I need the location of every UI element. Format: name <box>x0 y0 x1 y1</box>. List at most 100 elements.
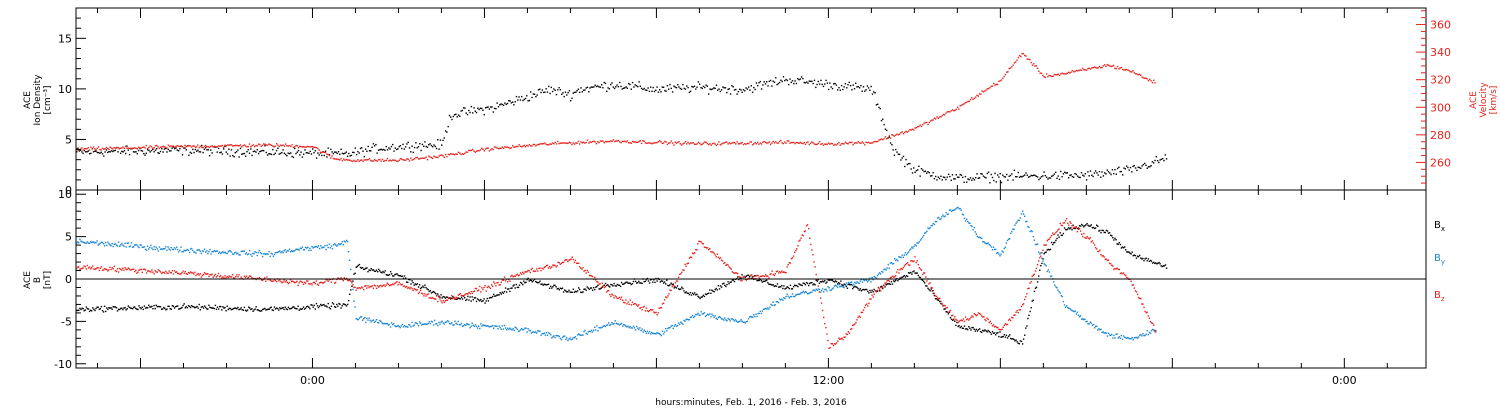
velocity-series-point <box>196 146 198 148</box>
velocity-series-point <box>852 144 854 146</box>
bz-series-point <box>904 264 907 266</box>
bx-series-point <box>498 294 500 296</box>
by-series-point <box>409 324 411 326</box>
velocity-series-point <box>327 153 329 156</box>
bx-series-point <box>386 274 388 276</box>
velocity-series-point <box>235 144 238 147</box>
bz-series-point <box>113 265 115 267</box>
ion-density-series-point <box>410 151 412 153</box>
ion-density-series-point <box>334 151 336 153</box>
velocity-series-point <box>533 143 536 146</box>
by-series-point <box>866 279 868 282</box>
bx-series-point <box>250 308 252 311</box>
ion-density-series-point <box>453 114 456 116</box>
by-series-point <box>524 327 526 329</box>
ion-density-series-point <box>497 106 500 108</box>
by-series-point <box>311 245 313 248</box>
by-series-point <box>1083 318 1085 321</box>
field-tick-label: -5 <box>61 315 72 328</box>
by-series-point <box>260 253 263 255</box>
by-series-point <box>757 312 759 315</box>
bx-series-point <box>478 299 480 301</box>
bx-series-point <box>647 280 650 282</box>
bz-series-point <box>647 310 650 313</box>
ion-density-series-point <box>536 94 538 96</box>
bx-series-point <box>1003 334 1005 336</box>
by-series-point <box>317 245 320 247</box>
ion-density-series-point <box>719 90 721 93</box>
by-series-point <box>1130 338 1132 340</box>
by-series-point <box>80 240 82 242</box>
by-series-point <box>401 323 404 326</box>
by-series-point <box>269 255 271 258</box>
by-series-point <box>465 324 467 326</box>
ion-density-series-point <box>788 83 790 86</box>
ion-density-series-point <box>1000 181 1003 184</box>
velocity-series-point <box>536 144 538 146</box>
velocity-series-point <box>674 141 676 143</box>
velocity-series-point <box>363 159 365 161</box>
velocity-series-point <box>484 148 487 150</box>
by-series-point <box>263 253 265 255</box>
ion-density-series-point <box>728 88 730 90</box>
by-series-point <box>356 318 358 320</box>
top-panel-points <box>76 53 1168 184</box>
bx-series-point <box>500 293 502 295</box>
velocity-series-point <box>1097 67 1099 69</box>
bz-series-point <box>940 300 942 303</box>
bz-series-point <box>200 276 203 278</box>
velocity-series-point <box>773 142 776 144</box>
by-series-point <box>542 333 544 335</box>
by-series-point <box>514 326 516 328</box>
ion-density-series-point <box>221 153 224 155</box>
bz-series-point <box>105 268 107 270</box>
velocity-series-point <box>682 143 684 145</box>
velocity-series-point <box>946 111 948 113</box>
bx-series-point <box>1002 335 1004 338</box>
bx-series-point <box>1064 228 1067 231</box>
bx-series-point <box>1036 281 1039 283</box>
bz-series-point <box>409 288 411 290</box>
by-series-point <box>121 242 123 245</box>
ion-density-series-point <box>588 91 590 93</box>
velocity-series-point <box>1085 69 1088 71</box>
bz-series-point <box>738 276 740 278</box>
by-series-point <box>1026 220 1028 222</box>
bx-series-point <box>894 280 896 283</box>
bx-series-point <box>163 306 165 309</box>
velocity-series-point <box>940 116 942 118</box>
velocity-series-point <box>714 143 716 145</box>
bx-series-point <box>535 280 537 283</box>
bz-series-point <box>321 281 323 284</box>
bz-series-point <box>266 276 268 278</box>
velocity-series-point <box>488 150 491 152</box>
bx-series-point <box>947 313 950 315</box>
bz-series-point <box>443 301 445 304</box>
by-series-point <box>946 213 948 216</box>
velocity-series-point <box>92 146 95 148</box>
bx-series-point <box>282 306 284 309</box>
by-series-point <box>603 325 606 327</box>
bx-series-point <box>103 305 106 307</box>
ion-density-series-point <box>1156 160 1159 162</box>
bz-series-point <box>298 282 300 284</box>
by-series-point <box>633 327 636 329</box>
velocity-series-point <box>960 104 963 106</box>
velocity-series-point <box>1098 65 1101 68</box>
ion-density-series-point <box>739 88 741 90</box>
by-series-point <box>728 318 730 320</box>
velocity-series-point <box>692 142 694 144</box>
by-series-point <box>977 236 980 239</box>
ion-density-series-point <box>358 152 360 154</box>
velocity-series-point <box>962 103 964 106</box>
by-series-point <box>1049 275 1052 278</box>
by-series-point <box>503 324 506 327</box>
ion-density-series-point <box>433 144 435 146</box>
bx-series-point <box>1133 254 1135 256</box>
bz-series-point <box>126 268 128 271</box>
bz-series-point <box>467 293 469 295</box>
ion-density-series-point <box>573 91 576 94</box>
by-series-point <box>1124 336 1126 338</box>
by-series-point <box>997 252 999 254</box>
